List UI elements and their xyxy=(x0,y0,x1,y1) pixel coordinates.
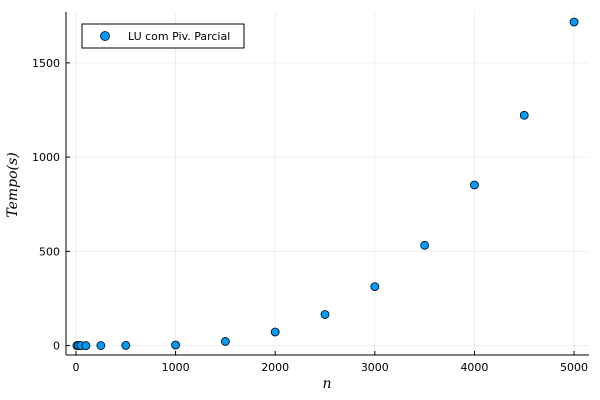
data-point xyxy=(81,341,91,350)
data-point xyxy=(96,341,106,350)
data-point xyxy=(220,337,230,346)
y-tick-label: 500 xyxy=(39,245,60,258)
data-point xyxy=(519,110,529,120)
data-point xyxy=(470,180,479,190)
y-tick-label: 0 xyxy=(53,340,60,353)
y-tick-label: 1500 xyxy=(32,57,60,70)
data-point xyxy=(569,17,579,27)
data-point xyxy=(320,310,330,319)
x-tick-label: 2000 xyxy=(261,361,289,374)
data-point xyxy=(270,327,280,337)
x-tick-label: 5000 xyxy=(560,361,588,374)
grid xyxy=(66,12,589,355)
data-point xyxy=(171,340,180,350)
x-ticks: 0 1000 2000 3000 4000 5000 xyxy=(72,351,588,374)
legend: LU com Piv. Parcial xyxy=(81,23,245,49)
x-tick-label: 0 xyxy=(72,361,79,374)
y-ticks: 0 500 1000 1500 xyxy=(32,57,70,353)
data-point xyxy=(420,240,430,250)
data-point xyxy=(370,282,380,291)
legend-marker xyxy=(100,31,110,41)
data-point xyxy=(121,340,131,350)
x-axis-label: n xyxy=(322,376,331,392)
x-tick-label: 3000 xyxy=(361,361,389,374)
legend-label: LU com Piv. Parcial xyxy=(128,30,230,43)
y-axis-label: Tempo(s) xyxy=(5,152,21,217)
x-tick-label: 4000 xyxy=(460,361,488,374)
x-tick-label: 1000 xyxy=(162,361,190,374)
y-tick-label: 1000 xyxy=(32,151,60,164)
data-points xyxy=(72,17,579,350)
axes xyxy=(65,12,589,356)
